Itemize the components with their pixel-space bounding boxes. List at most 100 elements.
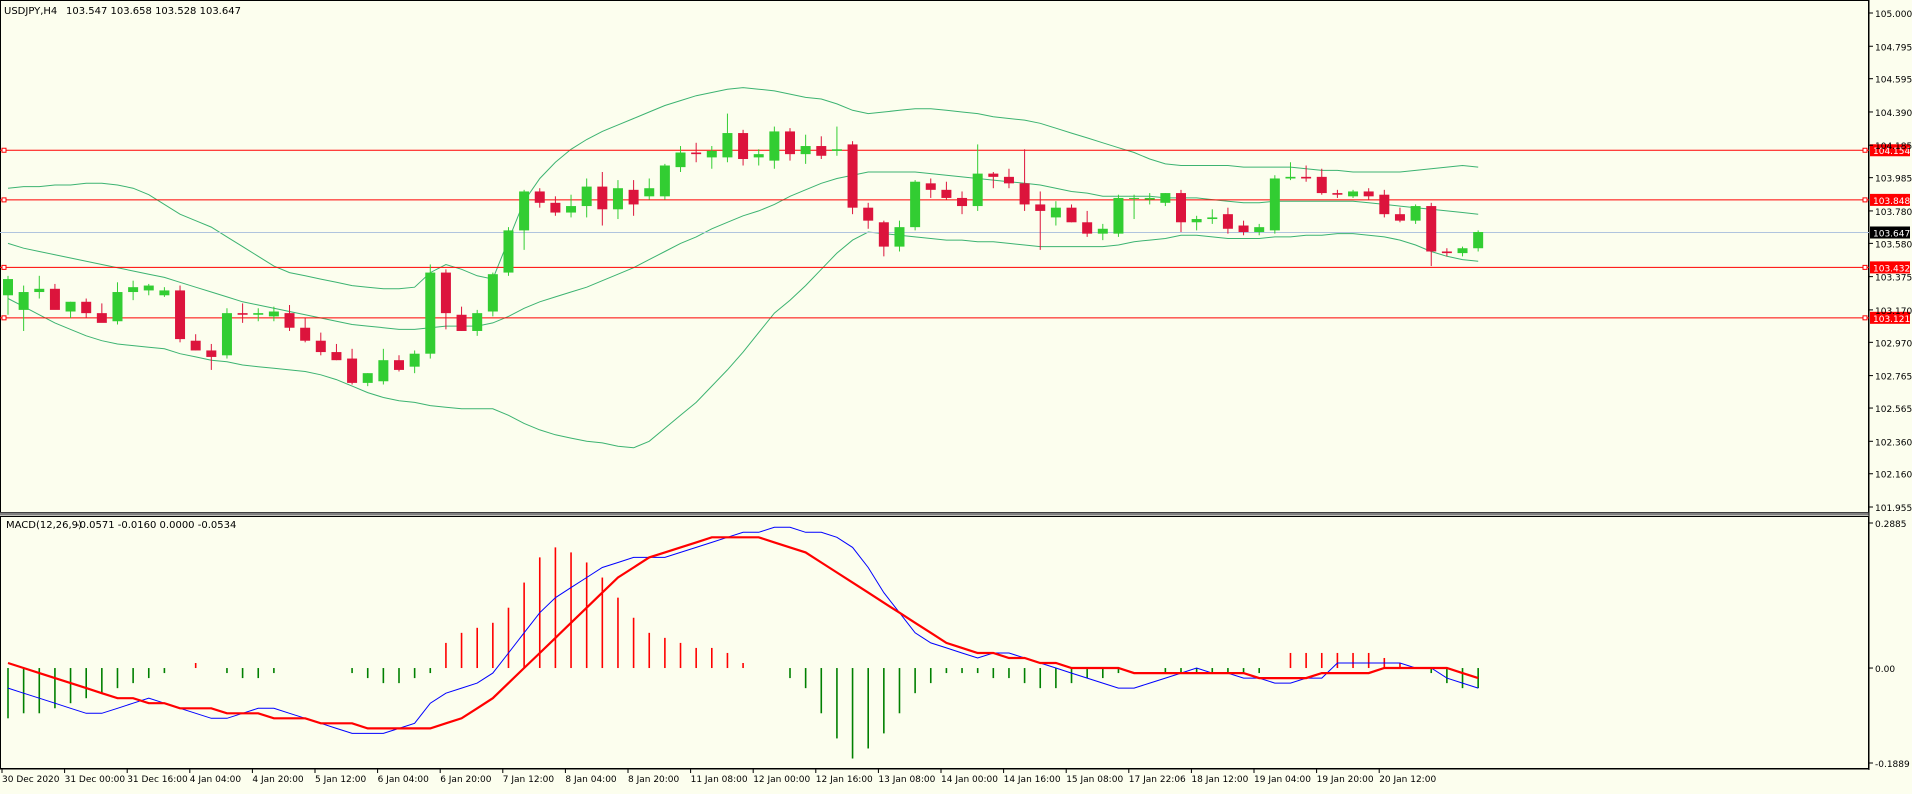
bull-candle	[894, 227, 905, 247]
bull-candle	[831, 149, 842, 151]
bull-candle	[1285, 176, 1296, 179]
bear-candle	[81, 301, 92, 314]
level-price-label: 103.432	[1873, 264, 1910, 274]
macd-axis: 0.2885 0.00 -0.1889	[1869, 520, 1910, 770]
time-tick-label: 12 Jan 16:00	[816, 775, 873, 785]
macd-main-line	[7, 526, 1479, 734]
bull-candle	[268, 311, 279, 317]
bull-candle	[1207, 217, 1218, 220]
bull-candle	[112, 292, 123, 322]
level-price-label: 104.154	[1873, 147, 1910, 157]
bear-candle	[1066, 207, 1077, 223]
time-tick-label: 13 Jan 08:00	[878, 775, 935, 785]
bear-candle	[738, 133, 749, 160]
bear-candle	[863, 207, 874, 221]
bull-candle	[644, 188, 655, 197]
bull-candle	[159, 290, 170, 296]
bull-candle	[753, 154, 764, 158]
bull-candle	[1113, 197, 1124, 234]
bull-candle	[362, 373, 373, 383]
bear-candle	[550, 202, 561, 213]
bear-candle	[597, 186, 608, 210]
bear-candle	[1363, 191, 1374, 197]
bull-candle	[581, 186, 592, 207]
bull-candle	[1191, 219, 1202, 223]
bear-candle	[175, 290, 186, 340]
time-tick-label: 31 Dec 16:00	[127, 775, 188, 785]
time-tick-label: 14 Jan 00:00	[941, 775, 998, 785]
bull-candle	[675, 152, 686, 168]
time-tick-label: 31 Dec 00:00	[65, 775, 126, 785]
candlesticks	[3, 113, 1484, 387]
bear-candle	[284, 313, 295, 328]
bull-candle	[378, 360, 389, 382]
bull-candle	[972, 173, 983, 207]
bear-candle	[941, 189, 952, 198]
bull-candle	[1097, 228, 1108, 234]
bull-candle	[18, 292, 29, 310]
bull-candle	[143, 285, 154, 291]
macd-tick-label: 0.2885	[1875, 520, 1907, 530]
level-price-tag	[1870, 261, 1910, 274]
bull-candle	[722, 133, 733, 158]
bear-candle	[1019, 183, 1030, 205]
time-tick-label: 19 Jan 20:00	[1317, 775, 1374, 785]
bear-candle	[1441, 251, 1452, 254]
macd-tick-label: -0.1889	[1875, 760, 1910, 770]
level-price-tag	[1870, 311, 1910, 324]
macd-label: MACD(12,26,9)	[6, 520, 82, 531]
bull-candle	[34, 288, 45, 293]
time-tick-label: 18 Jan 12:00	[1191, 775, 1248, 785]
bull-candle	[128, 287, 139, 293]
time-tick-label: 8 Jan 20:00	[628, 775, 680, 785]
bollinger-upper-line	[7, 87, 1479, 290]
bear-candle	[988, 173, 999, 177]
bear-candle	[691, 152, 702, 155]
level-price-tag	[1870, 193, 1910, 206]
bull-candle	[253, 313, 264, 315]
time-tick-label: 6 Jan 04:00	[378, 775, 430, 785]
price-tick-label: 102.565	[1875, 405, 1912, 415]
level-price-label: 103.121	[1873, 315, 1910, 325]
bear-candle	[206, 350, 217, 357]
level-handle	[1862, 147, 1868, 153]
price-tick-label: 102.765	[1875, 373, 1912, 383]
bear-candle	[1316, 176, 1327, 194]
level-handle	[1, 264, 7, 270]
macd-values: -0.0571 -0.0160 0.0000 -0.0534	[76, 520, 236, 531]
bear-candle	[347, 358, 358, 383]
bear-candle	[878, 222, 889, 247]
bear-candle	[1238, 225, 1249, 233]
bull-candle	[1144, 197, 1155, 200]
bull-candle	[566, 206, 577, 213]
level-handle	[1862, 315, 1868, 321]
price-tick-label: 104.185	[1875, 142, 1912, 152]
bear-candle	[1379, 194, 1390, 215]
time-tick-label: 5 Jan 12:00	[315, 775, 367, 785]
bull-candle	[910, 181, 921, 228]
bear-candle	[190, 340, 201, 351]
bull-candle	[1457, 248, 1468, 254]
macd-tick-label: 0.00	[1875, 665, 1895, 675]
bull-candle	[221, 313, 232, 356]
bull-candle	[472, 313, 483, 331]
bear-candle	[957, 197, 968, 207]
time-tick-label: 4 Jan 20:00	[252, 775, 304, 785]
time-tick-label: 15 Jan 08:00	[1066, 775, 1123, 785]
price-tick-label: 104.390	[1875, 109, 1912, 119]
bull-candle	[1410, 206, 1421, 221]
horizontal-levels[interactable]: 104.154 103.848 103.432 103.121	[0, 144, 1910, 325]
bull-candle	[706, 150, 717, 158]
time-tick-label: 20 Jan 12:00	[1379, 775, 1436, 785]
bear-candle	[816, 146, 827, 156]
bull-candle	[487, 274, 498, 312]
time-tick-label: 8 Jan 04:00	[565, 775, 617, 785]
bear-candle	[1301, 176, 1312, 179]
bear-candle	[1332, 193, 1343, 195]
time-tick-label: 11 Jan 08:00	[691, 775, 748, 785]
ohlc-values: 103.547 103.658 103.528 103.647	[66, 6, 241, 17]
time-tick-label: 12 Jan 00:00	[753, 775, 810, 785]
level-handle	[1862, 197, 1868, 203]
